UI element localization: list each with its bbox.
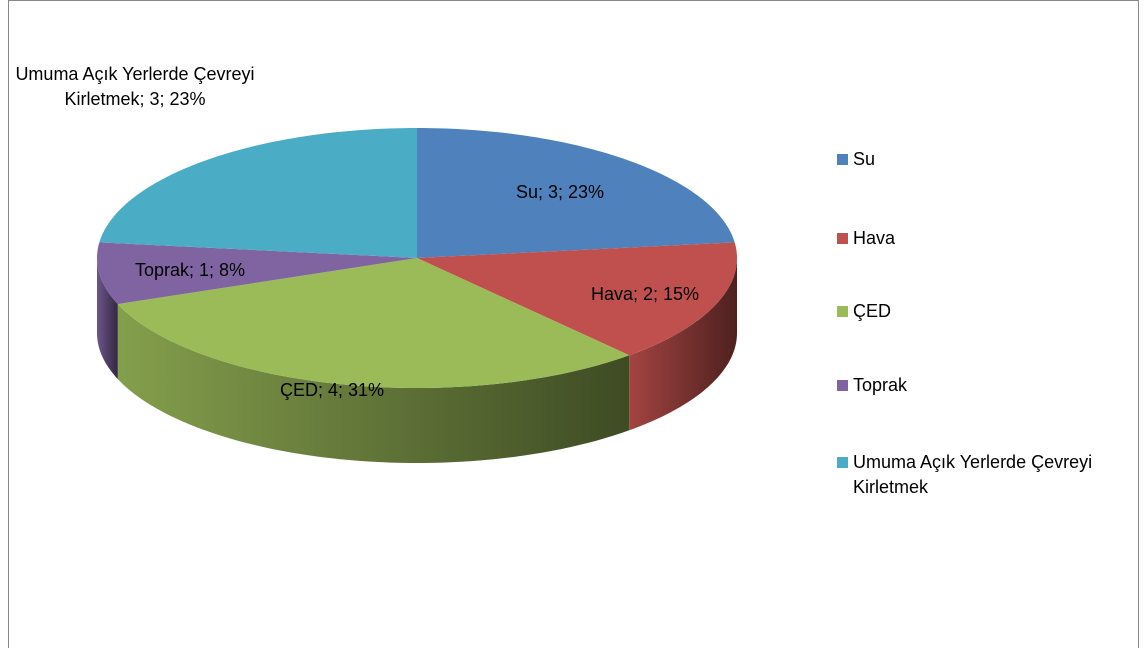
slice [99,128,417,258]
slice [417,128,735,258]
slice [117,258,630,388]
legend-swatch [837,306,848,317]
legend-swatch [837,457,848,468]
data-label: Toprak; 1; 8% [134,260,246,280]
legend-label: Hava [853,228,896,248]
slice [97,242,417,305]
data-label: Su; 3; 23% [515,182,605,202]
legend-label: ÇED [853,301,892,321]
legend-label: Toprak [853,375,908,395]
data-label: ÇED; 4; 31% [279,380,385,400]
legend-label: Su [853,149,876,169]
slice-side [629,258,737,431]
legend-label: Umuma Açık Yerlerde Çevreyi Kirletmek [853,452,1093,497]
slice-side [117,304,630,463]
slice-side [97,258,118,380]
legend-swatch [837,380,848,391]
data-label: Umuma Açık Yerlerde Çevreyi Kirletmek; 3… [15,64,255,109]
data-label: Hava; 2; 15% [590,284,700,304]
slice [417,242,737,356]
legend-swatch [837,233,848,244]
chart-frame [8,0,1139,648]
legend-swatch [837,154,848,165]
